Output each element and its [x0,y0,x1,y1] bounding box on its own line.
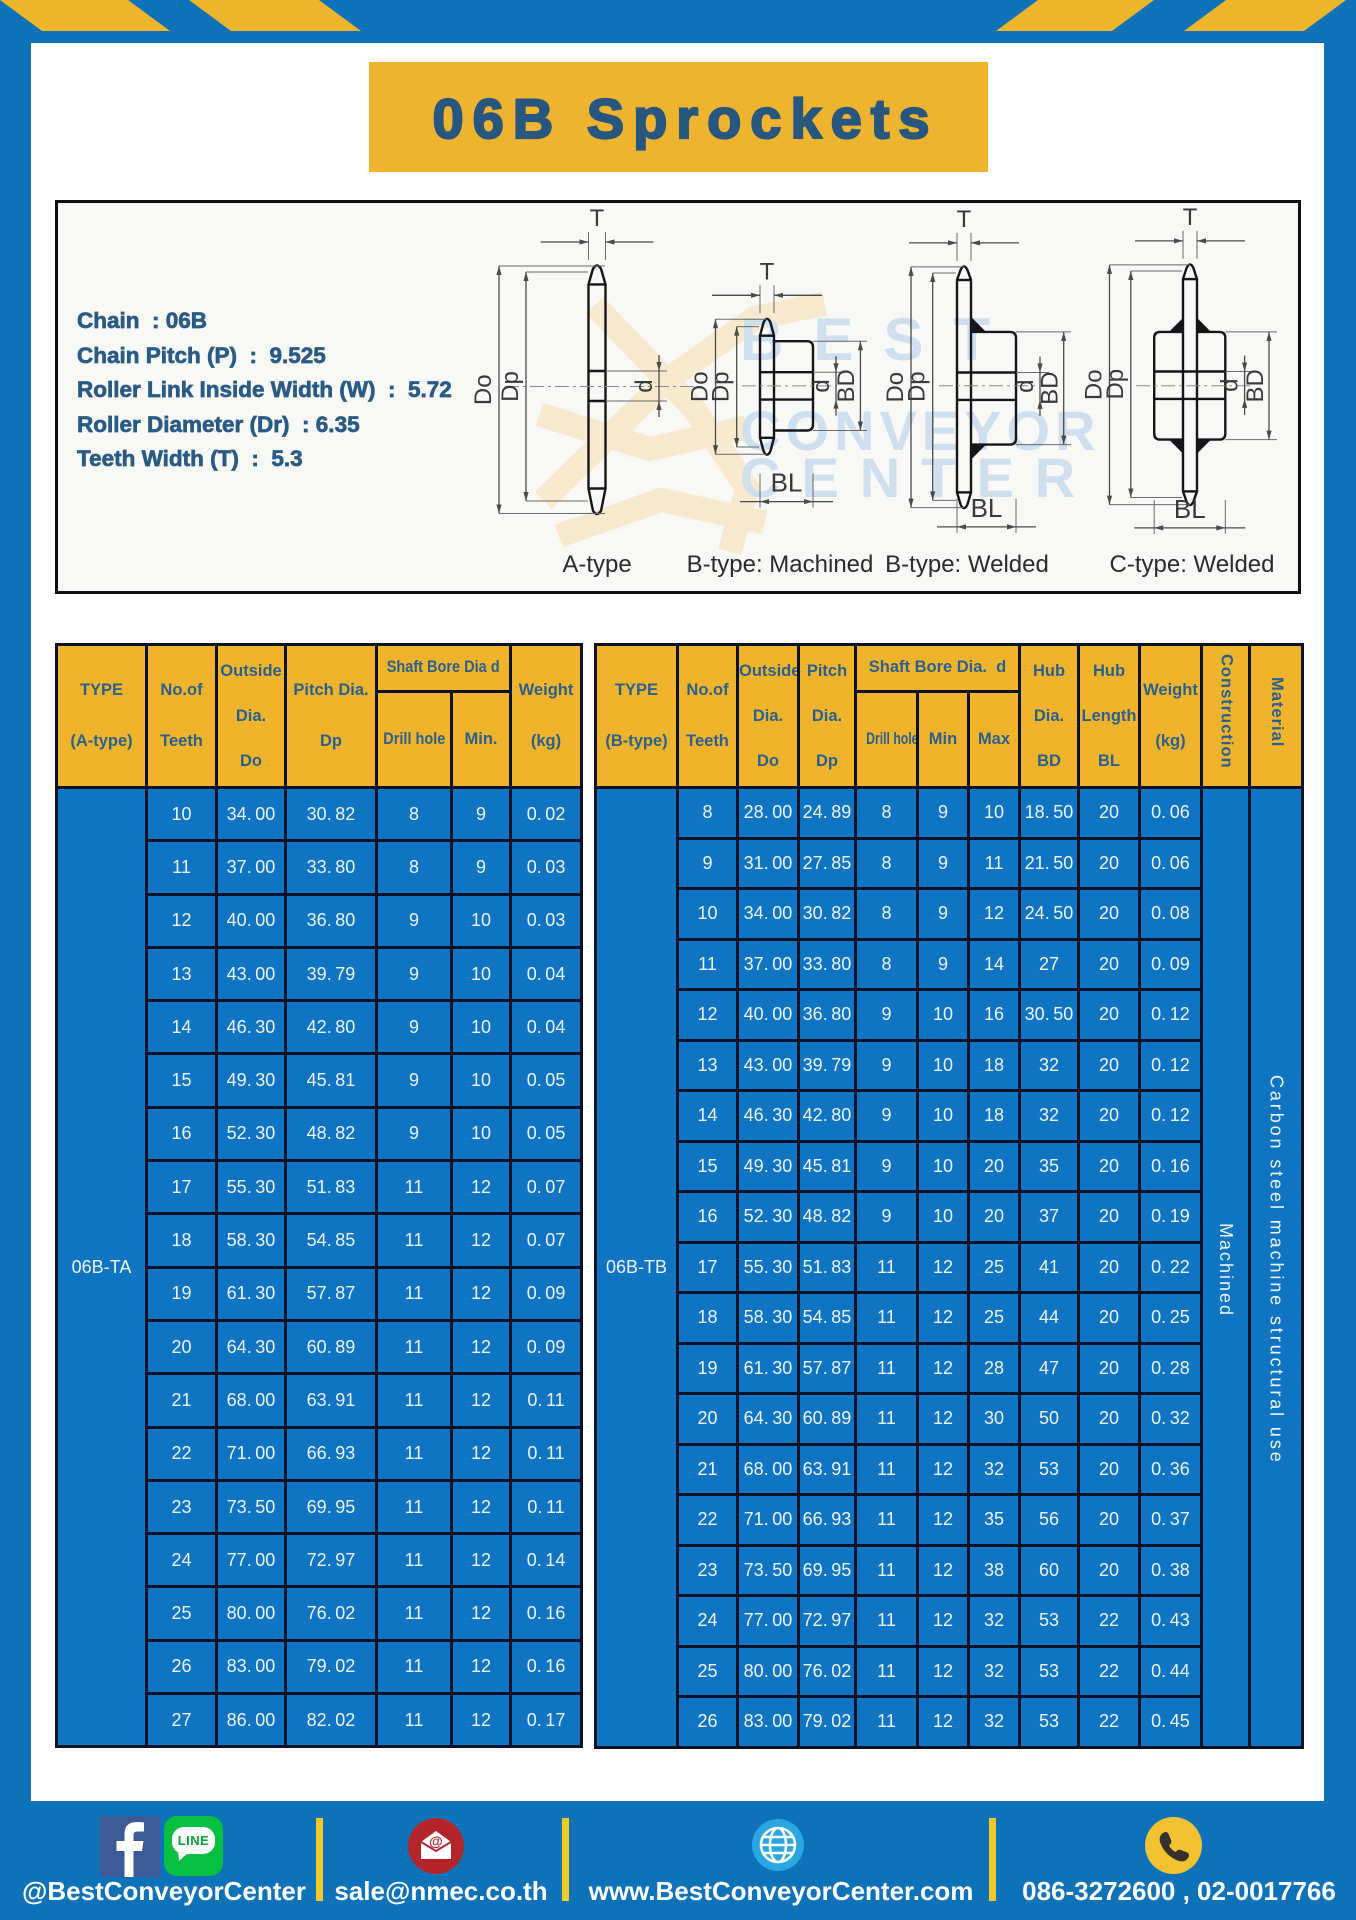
svg-text:B-type: Welded: B-type: Welded [885,551,1049,578]
svg-text:Dp: Dp [904,371,931,402]
svg-text:BD: BD [1242,369,1269,402]
svg-text:BL: BL [771,468,803,498]
svg-text:Do: Do [687,371,714,402]
svg-text:BL: BL [1174,494,1206,524]
svg-text:Dp: Dp [497,371,524,402]
svg-text:BD: BD [833,369,860,402]
svg-text:T: T [957,206,972,233]
svg-text:T: T [760,258,775,285]
svg-text:Do: Do [1081,369,1108,400]
svg-text:d: d [1217,379,1244,392]
svg-text:Do: Do [470,374,497,405]
svg-text:Dp: Dp [1102,369,1129,400]
svg-text:Dp: Dp [708,371,735,402]
svg-text:C-type: Welded: C-type: Welded [1110,551,1275,578]
svg-text:d: d [631,379,658,392]
svg-text:BEST: BEST [740,306,1020,373]
svg-text:T: T [1183,204,1198,231]
svg-text:d: d [1012,380,1039,393]
svg-text:A-type: A-type [562,551,631,578]
svg-text:Do: Do [882,372,909,403]
svg-text:B-type: Machined: B-type: Machined [687,551,874,578]
svg-text:BD: BD [1037,372,1064,405]
svg-text:CENTER: CENTER [740,446,1096,509]
svg-text:@: @ [429,1833,443,1849]
svg-text:T: T [590,205,605,232]
svg-text:d: d [808,379,835,392]
svg-text:BL: BL [971,493,1003,523]
